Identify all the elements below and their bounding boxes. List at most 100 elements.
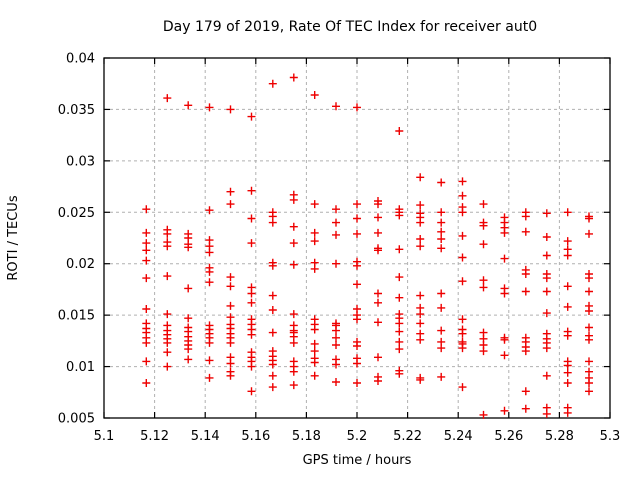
data-point-marker <box>353 379 361 387</box>
data-point-marker <box>332 360 340 369</box>
data-point-marker <box>268 291 277 300</box>
data-point-marker <box>226 301 235 310</box>
data-point-marker <box>374 377 382 385</box>
data-point-marker <box>332 102 340 111</box>
data-point-marker <box>226 359 235 368</box>
data-point-marker <box>184 355 193 364</box>
data-point-marker <box>437 178 446 187</box>
data-point-marker <box>332 259 340 268</box>
data-points <box>142 73 593 419</box>
data-point-marker <box>226 105 235 114</box>
data-point-marker <box>458 191 467 200</box>
data-point-marker <box>353 342 361 350</box>
data-point-marker <box>247 186 256 195</box>
data-point-marker <box>310 237 319 246</box>
data-point-marker <box>458 231 467 240</box>
data-point-marker <box>268 360 277 369</box>
data-point-marker <box>542 251 551 260</box>
data-point-marker <box>416 291 425 300</box>
data-point-marker <box>542 309 551 318</box>
data-point-marker <box>416 235 425 243</box>
x-tick-label: 5.26 <box>494 429 523 444</box>
data-point-marker <box>437 326 446 335</box>
y-tick-label: 0.015 <box>58 309 95 324</box>
data-point-marker <box>395 211 404 220</box>
data-point-marker <box>585 274 593 283</box>
data-point-marker <box>247 289 256 298</box>
data-point-marker <box>585 387 593 396</box>
data-point-marker <box>163 348 172 357</box>
data-point-marker <box>374 318 382 327</box>
data-point-marker <box>163 310 172 319</box>
tick-labels: 5.1 5.12 5.14 5.16 5.18 5.2 5.22 5.24 5.26 5.28 5.… <box>58 52 621 445</box>
data-point-marker <box>247 112 256 121</box>
data-point-marker <box>416 218 425 227</box>
data-point-marker <box>395 327 404 336</box>
data-point-marker <box>374 213 382 222</box>
data-point-marker <box>437 244 446 253</box>
data-point-marker <box>395 345 404 354</box>
data-point-marker <box>332 218 340 227</box>
data-point-marker <box>458 329 467 338</box>
data-point-marker <box>437 372 446 381</box>
x-tick-label: 5.22 <box>393 429 422 444</box>
data-point-marker <box>542 344 551 353</box>
data-point-marker <box>500 335 509 344</box>
x-tick-label: 5.12 <box>140 429 169 444</box>
data-point-marker <box>353 200 361 209</box>
data-point-marker <box>521 270 530 278</box>
data-point-marker <box>416 319 425 328</box>
data-point-marker <box>585 379 593 387</box>
data-point-marker <box>542 371 551 380</box>
data-point-marker <box>332 333 340 342</box>
data-point-marker <box>205 278 214 287</box>
x-tick-label: 5.14 <box>191 429 220 444</box>
data-point-marker <box>310 358 319 367</box>
data-point-marker <box>226 273 235 282</box>
data-point-marker <box>437 208 446 217</box>
data-point-marker <box>353 229 361 238</box>
data-point-marker <box>563 379 572 387</box>
data-point-marker <box>374 289 382 298</box>
data-point-marker <box>226 187 235 196</box>
data-point-marker <box>226 313 235 322</box>
data-point-marker <box>247 387 256 396</box>
data-point-marker <box>479 283 488 292</box>
x-tick-label: 5.28 <box>545 429 574 444</box>
data-point-marker <box>353 261 361 270</box>
data-point-marker <box>289 381 298 390</box>
data-point-marker <box>374 298 382 307</box>
data-point-marker <box>268 218 277 227</box>
data-point-marker <box>163 362 172 371</box>
data-point-marker <box>479 200 488 209</box>
x-tick-label: 5.2 <box>347 429 368 444</box>
data-point-marker <box>289 222 298 231</box>
data-point-marker <box>585 357 593 366</box>
data-point-marker <box>247 214 256 223</box>
data-point-marker <box>268 328 277 337</box>
data-point-marker <box>353 315 361 324</box>
data-point-marker <box>142 246 151 255</box>
data-point-marker <box>563 208 572 217</box>
data-point-marker <box>310 228 319 237</box>
data-point-marker <box>205 206 214 215</box>
data-point-marker <box>521 212 530 221</box>
data-point-marker <box>268 371 277 380</box>
data-point-marker <box>268 261 277 270</box>
data-point-marker <box>500 406 509 415</box>
data-point-marker <box>437 235 446 243</box>
data-point-marker <box>226 200 235 209</box>
data-point-marker <box>247 239 256 248</box>
data-point-marker <box>142 274 151 283</box>
data-point-marker <box>500 351 509 360</box>
y-tick-label: 0.035 <box>58 103 95 118</box>
data-point-marker <box>184 101 193 110</box>
data-point-marker <box>585 323 593 332</box>
data-point-marker <box>353 359 361 368</box>
data-point-marker <box>289 260 298 269</box>
data-point-marker <box>542 274 551 283</box>
data-point-marker <box>310 325 319 334</box>
data-point-marker <box>310 200 319 209</box>
data-point-marker <box>142 305 151 313</box>
data-point-marker <box>353 214 361 223</box>
